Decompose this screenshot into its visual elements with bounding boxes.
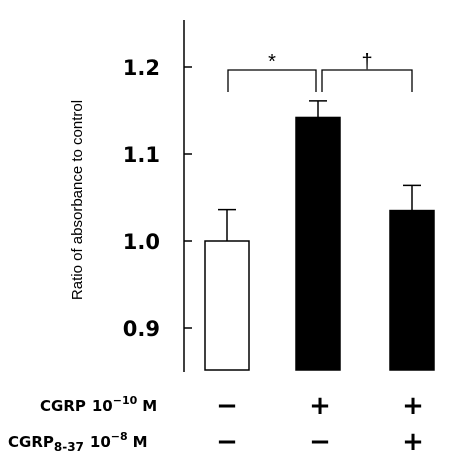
condition-table: CGRP 10−10 M − + + CGRP8-37 10−8 M − − + <box>8 391 424 457</box>
minus-sign: − <box>216 427 238 457</box>
y-tick-label: 1.1 <box>123 143 160 167</box>
plus-sign: + <box>402 391 424 421</box>
condition-label: CGRP8-37 10−8 M <box>8 430 148 454</box>
significance-bracket <box>321 69 413 92</box>
minus-sign: − <box>309 427 331 457</box>
significance-bracket <box>227 69 317 92</box>
significance-symbol: * <box>268 51 276 73</box>
y-tick-label: 1.2 <box>123 56 160 80</box>
minus-sign: − <box>216 391 238 421</box>
y-axis-ticks: 0.9 1.0 1.1 1.2 <box>123 56 192 341</box>
bar <box>204 240 250 371</box>
y-axis-label: Ratio of absorbance to control <box>69 100 86 300</box>
y-tick-label: 0.9 <box>123 317 160 341</box>
significance-symbol: † <box>361 51 372 73</box>
error-bars <box>218 100 421 241</box>
bar <box>389 209 435 371</box>
bars <box>204 116 435 371</box>
condition-label: CGRP 10−10 M <box>40 394 157 415</box>
bar <box>295 116 341 371</box>
y-tick-label: 1.0 <box>123 230 160 254</box>
plus-sign: + <box>402 427 424 457</box>
plus-sign: + <box>309 391 331 421</box>
significance-brackets: * † <box>227 51 413 92</box>
